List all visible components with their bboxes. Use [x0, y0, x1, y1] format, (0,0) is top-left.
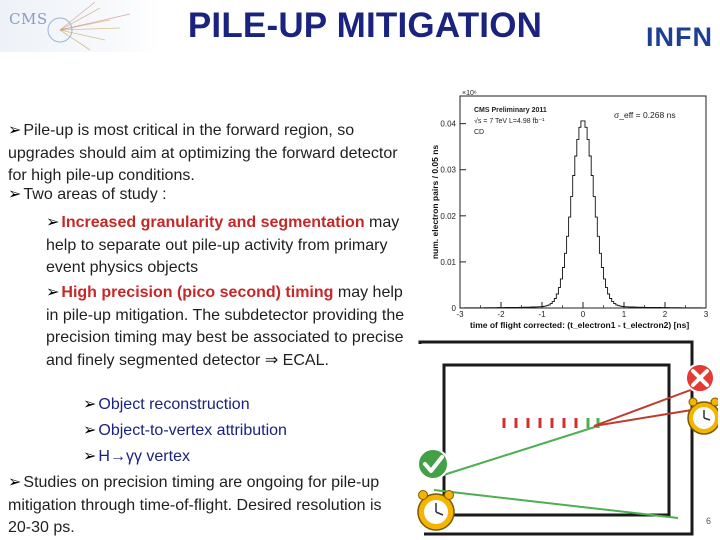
- cms-logo-text: CMS: [9, 10, 48, 28]
- x-tick-label: 1: [622, 310, 627, 319]
- x-tick-label: 3: [704, 310, 709, 319]
- bullet-arrow-icon: ➢: [46, 284, 60, 301]
- alarm-clock-icon: [687, 397, 718, 435]
- y-tick-label: 0.04: [440, 120, 456, 129]
- bullet-arrow-icon: ➢: [46, 214, 60, 231]
- y-axis-label: num. electron pairs / 0.05 ns: [430, 145, 440, 260]
- slide-title: PILE-UP MITIGATION: [187, 6, 543, 45]
- inner-detector-frame: [442, 363, 671, 517]
- bullet-bold-text: Increased granularity and segmentation: [61, 214, 365, 231]
- y-tick-label: 0.01: [440, 258, 456, 267]
- bullet-arrow-icon: ➢: [83, 422, 97, 439]
- sub-bullet-text: H→γγ vertex: [98, 448, 190, 465]
- sub-bullet-text: Object-to-vertex attribution: [98, 422, 287, 439]
- bullet-timing: ➢ High precision (pico second) timing may…: [46, 282, 416, 372]
- cross-badge-icon: [685, 363, 715, 393]
- x-tick-label: -2: [497, 310, 505, 319]
- red-track-2: [593, 407, 705, 427]
- legend-line: CD: [474, 129, 484, 136]
- x-tick-label: 0: [581, 310, 586, 319]
- y-exponent-label: ×10⁶: [462, 90, 477, 97]
- implies-symbol: ⇒: [264, 351, 279, 369]
- sub-bullet-object-reco: ➢ Object reconstruction: [83, 394, 403, 417]
- green-track-1: [433, 425, 599, 479]
- frame-mask: [404, 344, 424, 536]
- x-tick-label: -1: [538, 310, 546, 319]
- red-track-1: [593, 387, 697, 427]
- calorimeter-segments: [502, 418, 600, 428]
- bullet-two-areas: ➢ Two areas of study :: [8, 184, 408, 207]
- x-tick-label: -3: [456, 310, 464, 319]
- bullet-bold-text: High precision (pico second) timing: [61, 284, 334, 301]
- x-tick-label: 2: [663, 310, 668, 319]
- sub-bullet-text: Object reconstruction: [98, 396, 250, 413]
- y-tick-label: 0: [452, 304, 457, 313]
- check-badge-icon: [417, 448, 449, 480]
- sigma-annotation: σ_eff = 0.268 ns: [614, 110, 676, 120]
- outer-detector-frame: [418, 340, 694, 536]
- bullet-text: Studies on precision timing are ongoing …: [8, 474, 382, 536]
- bullet-granularity: ➢ Increased granularity and segmentation …: [46, 212, 416, 280]
- infn-logo-text: INFN: [646, 22, 713, 52]
- tof-histogram: 0 0.01 0.02 0.03 0.04 -3 -2 -1 0 1 2 3 ×10⁶ num. elec…: [430, 90, 709, 330]
- bullet-studies: ➢ Studies on precision timing are ongoing…: [8, 472, 408, 540]
- y-tick-label: 0.02: [440, 212, 456, 221]
- cms-logo-graphic: [47, 1, 131, 51]
- plot-frame: [459, 95, 707, 309]
- green-track-2: [433, 489, 679, 519]
- bullet-arrow-icon: ➢: [8, 186, 22, 203]
- bullet-text: may help to separate out pile-up activit…: [46, 214, 400, 276]
- bullet-arrow-icon: ➢: [83, 396, 97, 413]
- bullet-arrow-icon: ➢: [8, 122, 22, 139]
- cms-logo: CMS: [0, 0, 160, 52]
- legend-line: CMS Preliminary 2011: [474, 107, 547, 114]
- detector-diagram: [404, 340, 718, 536]
- bullet-text: may help in pile-up mitigation. The subd…: [46, 284, 405, 369]
- infn-logo: INFN: [640, 18, 718, 52]
- bullet-text: Pile-up is most critical in the forward …: [8, 122, 398, 184]
- bullet-text: Two areas of study :: [23, 186, 167, 203]
- y-tick-label: 0.03: [440, 166, 456, 175]
- legend-line: √s = 7 TeV L=4.98 fb⁻¹: [474, 117, 545, 125]
- histogram-series: [460, 120, 706, 309]
- bullet-text-end: ECAL.: [278, 351, 329, 369]
- bullet-arrow-icon: ➢: [8, 474, 22, 491]
- alarm-clock-icon: [417, 490, 455, 531]
- sub-bullet-vertex-attribution: ➢ Object-to-vertex attribution: [83, 420, 403, 443]
- bullet-arrow-icon: ➢: [83, 448, 97, 465]
- page-number: 6: [706, 516, 712, 526]
- sub-bullet-hgg-vertex: ➢ H→γγ vertex: [83, 446, 403, 469]
- bullet-pileup-forward: ➢ Pile-up is most critical in the forward…: [8, 120, 408, 188]
- x-axis-label: time of flight corrected: (t_electron1 -…: [470, 320, 689, 330]
